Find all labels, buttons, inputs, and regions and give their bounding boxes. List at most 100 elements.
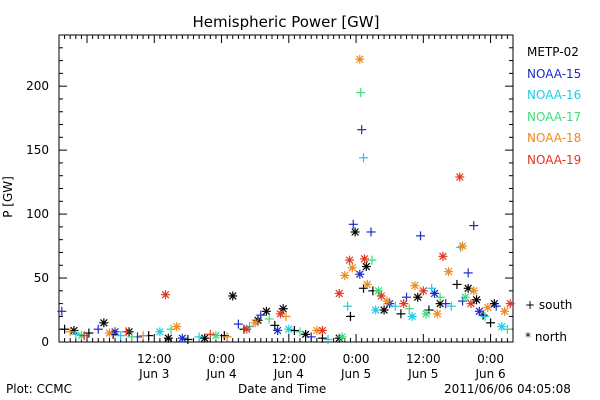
x-tick-time-label: 12:00 xyxy=(406,352,441,366)
north-point xyxy=(160,290,170,300)
plot-frame xyxy=(58,34,514,343)
south-point xyxy=(486,318,496,328)
x-tick-time-label: 0:00 xyxy=(343,352,370,366)
north-point xyxy=(432,309,442,319)
south-point xyxy=(357,125,367,135)
south-point xyxy=(416,231,426,241)
legend-entry: NOAA-16 xyxy=(527,88,582,102)
north-point xyxy=(340,270,350,280)
south-point xyxy=(404,304,414,314)
south-point xyxy=(306,332,316,342)
north-point xyxy=(455,172,465,182)
south-point xyxy=(480,311,490,321)
north-point xyxy=(413,292,423,302)
north-point xyxy=(275,309,285,319)
north-point xyxy=(350,227,360,237)
y-tick-label: 0 xyxy=(41,335,49,349)
chart-title: Hemispheric Power [GW] xyxy=(193,13,380,31)
south-point xyxy=(367,255,377,265)
legend-entry: NOAA-18 xyxy=(527,131,582,145)
y-axis-label: P [GW] xyxy=(1,176,15,218)
south-point xyxy=(463,268,473,278)
north-point xyxy=(337,332,347,342)
south-point xyxy=(84,328,94,338)
south-point xyxy=(435,292,445,302)
south-point xyxy=(65,327,75,337)
north-point xyxy=(444,267,454,277)
north-point xyxy=(312,325,322,335)
south-point xyxy=(138,331,148,341)
south-point xyxy=(127,332,137,342)
north-point xyxy=(505,299,515,309)
north-point xyxy=(359,254,369,264)
footer-x-axis-label: Date and Time xyxy=(238,382,327,396)
south-point xyxy=(222,332,232,342)
south-point xyxy=(502,324,512,334)
legend-entry: METP-02 xyxy=(527,45,579,59)
south-point xyxy=(491,301,501,311)
north-point xyxy=(104,328,114,338)
south-point xyxy=(356,88,366,98)
south-point xyxy=(345,311,355,321)
north-point xyxy=(410,281,420,291)
series-legend: METP-02 NOAA-15 NOAA-16 NOAA-17 NOAA-18 NOAA-… xyxy=(527,42,581,171)
south-point xyxy=(359,153,369,163)
footer-plot-credit: Plot: CCMC xyxy=(6,382,72,396)
north-point xyxy=(371,305,381,315)
y-tick-label: 100 xyxy=(26,207,49,221)
north-point xyxy=(347,263,357,273)
y-tick-label: 150 xyxy=(26,143,49,157)
south-point xyxy=(57,306,67,316)
x-tick-date-label: Jun 6 xyxy=(474,367,505,381)
south-point xyxy=(256,310,266,320)
x-tick-date-label: Jun 5 xyxy=(407,367,438,381)
south-point xyxy=(469,221,479,231)
y-tick-label: 200 xyxy=(26,79,49,93)
legend-north: * north xyxy=(525,330,568,344)
x-tick-time-label: 0:00 xyxy=(208,352,235,366)
south-point xyxy=(452,279,462,289)
north-point xyxy=(110,327,120,337)
x-tick-date-label: Jun 5 xyxy=(340,367,371,381)
north-point xyxy=(483,302,493,312)
north-point xyxy=(334,288,344,298)
south-point xyxy=(79,331,89,341)
south-point xyxy=(233,319,243,329)
north-point xyxy=(242,324,252,334)
north-point xyxy=(172,322,182,332)
north-point xyxy=(200,333,210,343)
x-tick-time-label: 12:00 xyxy=(137,352,172,366)
north-point xyxy=(376,291,386,301)
north-point xyxy=(382,296,392,306)
north-point xyxy=(469,286,479,296)
north-point xyxy=(474,306,484,316)
north-point xyxy=(379,305,389,315)
north-point xyxy=(430,288,440,298)
x-tick-date-label: Jun 3 xyxy=(138,367,169,381)
north-point xyxy=(250,318,260,328)
south-point xyxy=(343,301,353,311)
south-point xyxy=(478,310,488,320)
north-point xyxy=(155,327,165,337)
south-point xyxy=(441,299,451,309)
north-point xyxy=(355,269,365,279)
north-point xyxy=(458,241,468,251)
south-point xyxy=(317,333,327,343)
north-point xyxy=(460,292,470,302)
x-tick-date-label: Jun 4 xyxy=(205,367,236,381)
north-point xyxy=(228,291,238,301)
north-point xyxy=(362,279,372,289)
north-point xyxy=(261,306,271,316)
north-point xyxy=(399,299,409,309)
north-point xyxy=(163,333,173,343)
north-point xyxy=(99,318,109,328)
north-point xyxy=(284,324,294,334)
north-point xyxy=(438,251,448,261)
south-point xyxy=(446,301,456,311)
south-point xyxy=(366,227,376,237)
north-point xyxy=(361,262,371,272)
x-tick-time-label: 12:00 xyxy=(272,352,307,366)
north-point xyxy=(472,295,482,305)
data-points xyxy=(57,54,515,344)
